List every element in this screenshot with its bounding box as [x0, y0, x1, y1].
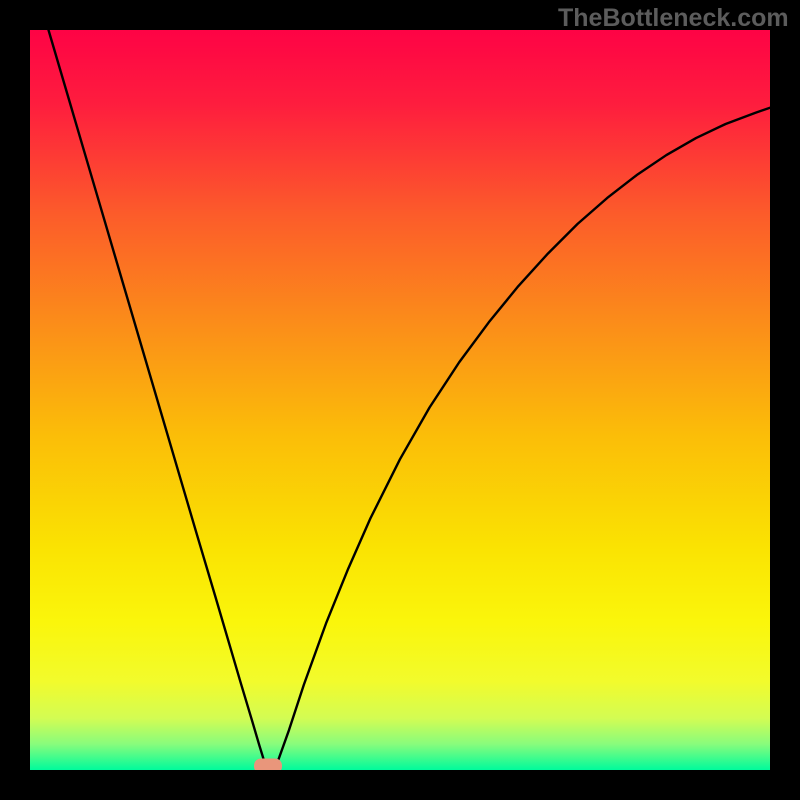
- optimum-marker: [254, 758, 282, 770]
- chart-svg: [30, 30, 770, 770]
- chart-frame: TheBottleneck.com: [0, 0, 800, 800]
- plot-area: [30, 30, 770, 770]
- watermark-text: TheBottleneck.com: [558, 4, 789, 33]
- gradient-background: [30, 30, 770, 770]
